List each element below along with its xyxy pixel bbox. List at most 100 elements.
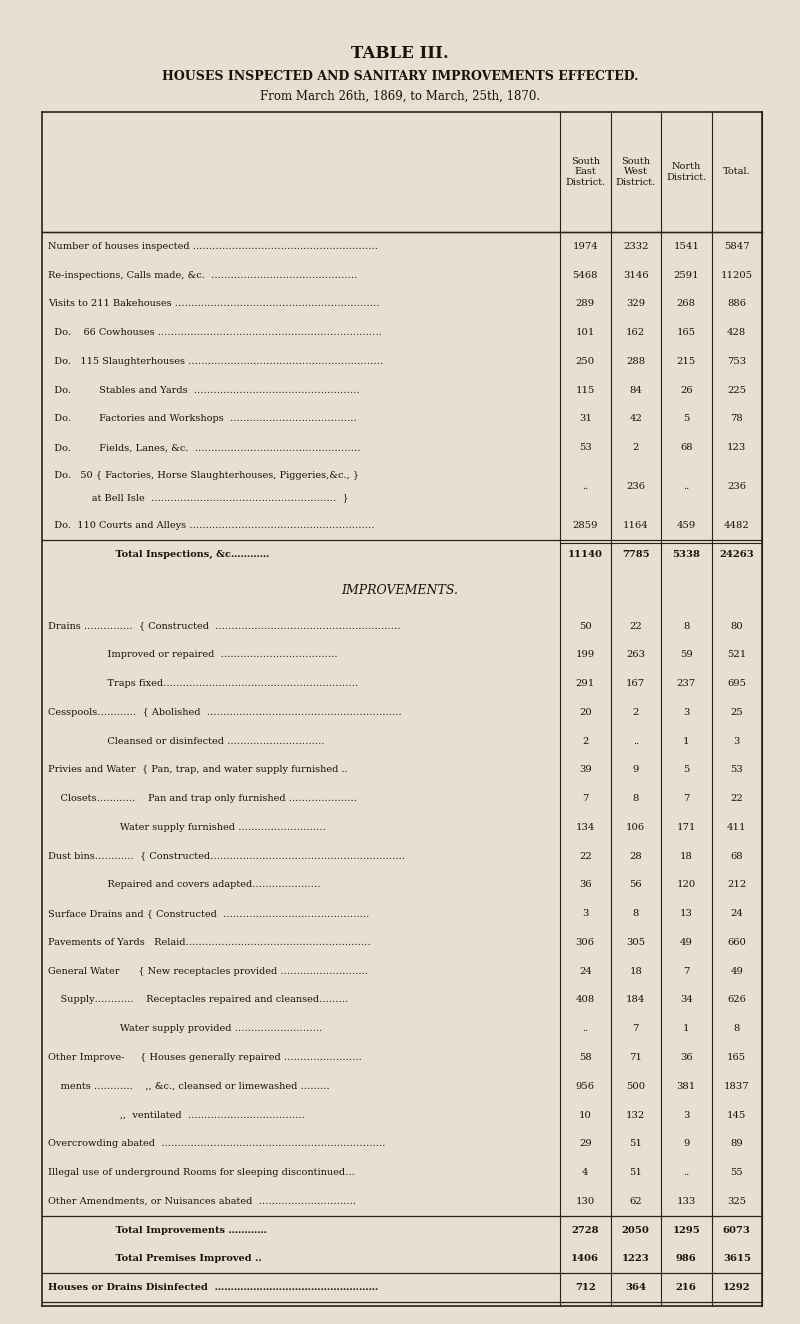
Text: Dust bins…………  { Constructed……………………………………………………: Dust bins………… { Constructed…………………………………… — [48, 851, 405, 861]
Text: 49: 49 — [680, 937, 693, 947]
Text: 36: 36 — [680, 1053, 693, 1062]
Text: 291: 291 — [576, 679, 595, 688]
Text: 24: 24 — [579, 967, 592, 976]
Text: 2: 2 — [633, 708, 639, 716]
Text: Overcrowding abated  ……………………………………………………………: Overcrowding abated ……………………………………………………… — [48, 1139, 386, 1148]
Text: 34: 34 — [680, 996, 693, 1005]
Text: ..: .. — [683, 1168, 690, 1177]
Text: 1223: 1223 — [622, 1254, 650, 1263]
Text: Repaired and covers adapted…………………: Repaired and covers adapted………………… — [48, 880, 321, 890]
Text: 55: 55 — [730, 1168, 743, 1177]
Text: Pavements of Yards   Relaid…………………………………………………: Pavements of Yards Relaid………………………………………… — [48, 937, 370, 947]
Text: 9: 9 — [683, 1139, 690, 1148]
Text: 10: 10 — [579, 1111, 592, 1120]
Text: 106: 106 — [626, 824, 646, 831]
Text: 22: 22 — [730, 794, 743, 804]
Text: 2050: 2050 — [622, 1226, 650, 1234]
Text: ments …………    ,, &c., cleansed or limewashed ………: ments ………… ,, &c., cleansed or limewashe… — [48, 1082, 330, 1091]
Text: 1974: 1974 — [572, 242, 598, 250]
Text: 130: 130 — [576, 1197, 595, 1206]
Text: 1837: 1837 — [724, 1082, 750, 1091]
Text: 3615: 3615 — [722, 1254, 750, 1263]
Text: South
West
District.: South West District. — [616, 158, 656, 187]
Text: 2: 2 — [582, 736, 589, 745]
Text: 288: 288 — [626, 357, 646, 365]
Text: 3: 3 — [683, 1111, 690, 1120]
Text: 212: 212 — [727, 880, 746, 890]
Text: 2728: 2728 — [571, 1226, 599, 1234]
Text: 68: 68 — [730, 851, 743, 861]
Text: Total Inspections, &c…………: Total Inspections, &c………… — [48, 549, 270, 559]
Text: 28: 28 — [630, 851, 642, 861]
Text: 5: 5 — [683, 765, 690, 775]
Text: 171: 171 — [677, 824, 696, 831]
Text: Other Amendments, or Nuisances abated  …………………………: Other Amendments, or Nuisances abated ……… — [48, 1197, 356, 1206]
Text: 22: 22 — [579, 851, 592, 861]
Text: 42: 42 — [630, 414, 642, 424]
Text: Do.   50 { Factories, Horse Slaughterhouses, Piggeries,&c., }: Do. 50 { Factories, Horse Slaughterhouse… — [48, 471, 359, 481]
Text: Other Improve-     { Houses generally repaired ……………………: Other Improve- { Houses generally repair… — [48, 1053, 362, 1062]
Text: Re-inspections, Calls made, &c.  ………………………………………: Re-inspections, Calls made, &c. ……………………… — [48, 270, 358, 279]
Text: 1: 1 — [683, 736, 690, 745]
Text: at Bell Isle  …………………………………………………  }: at Bell Isle ………………………………………………… } — [48, 493, 349, 502]
Text: 115: 115 — [575, 385, 595, 395]
Text: Water supply furnished ………………………: Water supply furnished ……………………… — [48, 824, 326, 831]
Text: Visits to 211 Bakehouses ………………………………………………………: Visits to 211 Bakehouses ………………………………………… — [48, 299, 379, 308]
Text: 145: 145 — [727, 1111, 746, 1120]
Text: 2332: 2332 — [623, 242, 649, 250]
Text: 3: 3 — [734, 736, 740, 745]
Text: 8: 8 — [683, 621, 690, 630]
Text: 24: 24 — [730, 910, 743, 918]
Text: 184: 184 — [626, 996, 646, 1005]
Text: 1: 1 — [683, 1025, 690, 1033]
Text: 986: 986 — [676, 1254, 697, 1263]
Text: 305: 305 — [626, 937, 646, 947]
Text: 132: 132 — [626, 1111, 646, 1120]
Text: 3146: 3146 — [623, 270, 649, 279]
Text: 56: 56 — [630, 880, 642, 890]
Text: 134: 134 — [575, 824, 595, 831]
Text: Do.         Factories and Workshops  …………………………………: Do. Factories and Workshops ………………………………… — [48, 414, 357, 424]
Text: 500: 500 — [626, 1082, 646, 1091]
Text: 3: 3 — [582, 910, 589, 918]
Text: 753: 753 — [727, 357, 746, 365]
Text: Houses or Drains Disinfected  ……………………………………………: Houses or Drains Disinfected ……………………………… — [48, 1283, 378, 1292]
Text: 250: 250 — [576, 357, 595, 365]
Text: 428: 428 — [727, 328, 746, 338]
Text: 22: 22 — [630, 621, 642, 630]
Text: 5: 5 — [683, 414, 690, 424]
Text: 408: 408 — [576, 996, 595, 1005]
Text: 71: 71 — [630, 1053, 642, 1062]
Text: 5338: 5338 — [672, 549, 700, 559]
Text: 6073: 6073 — [723, 1226, 750, 1234]
Text: 268: 268 — [677, 299, 696, 308]
Text: Privies and Water  { Pan, trap, and water supply furnished ..: Privies and Water { Pan, trap, and water… — [48, 765, 348, 775]
Text: 26: 26 — [680, 385, 693, 395]
Text: 8: 8 — [633, 910, 639, 918]
Text: 364: 364 — [626, 1283, 646, 1292]
Text: South
East
District.: South East District. — [565, 158, 606, 187]
Text: From March 26th, 1869, to March, 25th, 1870.: From March 26th, 1869, to March, 25th, 1… — [260, 90, 540, 102]
Text: 18: 18 — [630, 967, 642, 976]
Text: 216: 216 — [676, 1283, 697, 1292]
Text: Total Improvements …………: Total Improvements ………… — [48, 1226, 267, 1234]
Text: Do.         Stables and Yards  ……………………………………………: Do. Stables and Yards …………………………………………… — [48, 385, 360, 395]
Text: 7: 7 — [683, 967, 690, 976]
Text: IMPROVEMENTS.: IMPROVEMENTS. — [342, 584, 458, 597]
Text: 101: 101 — [575, 328, 595, 338]
Text: Surface Drains and { Constructed  ………………………………………: Surface Drains and { Constructed …………………… — [48, 910, 370, 918]
Text: 1541: 1541 — [674, 242, 699, 250]
Text: 8: 8 — [633, 794, 639, 804]
Text: 68: 68 — [680, 444, 693, 453]
Text: 2859: 2859 — [573, 520, 598, 530]
Text: 411: 411 — [727, 824, 746, 831]
Text: 20: 20 — [579, 708, 592, 716]
Text: 5847: 5847 — [724, 242, 750, 250]
Text: 381: 381 — [677, 1082, 696, 1091]
Text: 62: 62 — [630, 1197, 642, 1206]
Text: 25: 25 — [730, 708, 743, 716]
Text: 289: 289 — [576, 299, 595, 308]
Text: Number of houses inspected …………………………………………………: Number of houses inspected …………………………………… — [48, 242, 378, 250]
Text: ..: .. — [633, 736, 639, 745]
Text: 165: 165 — [727, 1053, 746, 1062]
